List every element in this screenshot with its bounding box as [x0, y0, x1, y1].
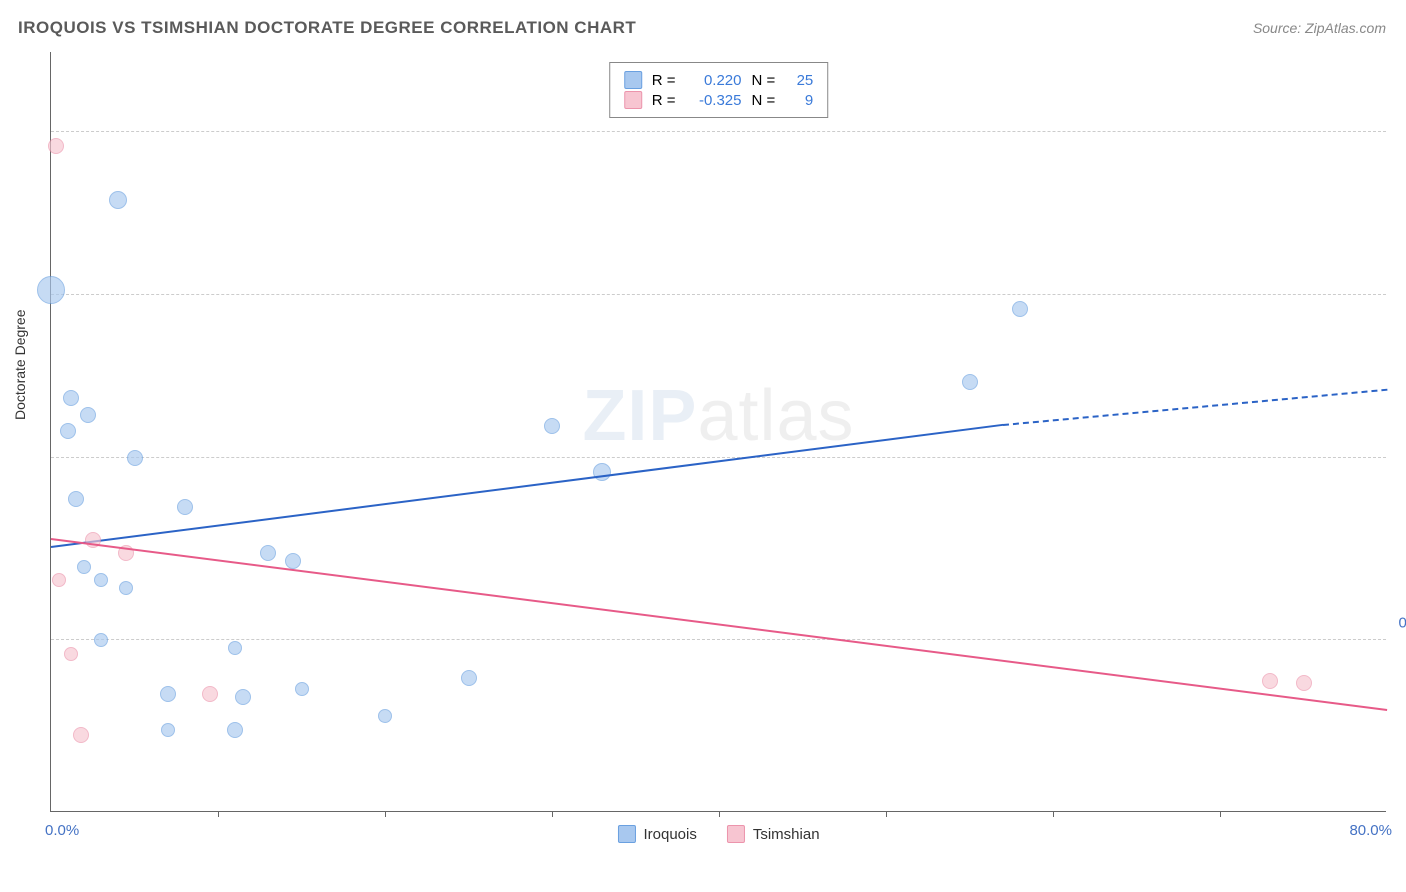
chart-plot-area: ZIPatlas R = 0.220 N = 25 R = -0.325 N =…: [50, 52, 1386, 812]
x-axis-min: 0.0%: [45, 822, 79, 839]
gridline: [51, 131, 1386, 132]
scatter-point-iroquois: [1012, 301, 1028, 317]
gridline: [51, 457, 1386, 458]
scatter-point-iroquois: [544, 418, 560, 434]
swatch-tsimshian: [727, 825, 745, 843]
series-name-iroquois: Iroquois: [643, 826, 696, 843]
scatter-point-iroquois: [77, 560, 91, 574]
source-attribution: Source: ZipAtlas.com: [1253, 20, 1386, 36]
scatter-point-iroquois: [37, 276, 65, 304]
trend-line-iroquois: [1003, 388, 1387, 425]
scatter-point-tsimshian: [64, 647, 78, 661]
swatch-tsimshian: [624, 91, 642, 109]
scatter-point-iroquois: [378, 709, 392, 723]
y-tick-label: 1.3%: [1393, 433, 1406, 450]
scatter-point-iroquois: [119, 581, 133, 595]
y-axis-label: Doctorate Degree: [12, 309, 28, 420]
scatter-point-iroquois: [461, 670, 477, 686]
x-tick: [1053, 811, 1054, 817]
scatter-point-iroquois: [177, 499, 193, 515]
scatter-point-tsimshian: [48, 138, 64, 154]
x-tick: [719, 811, 720, 817]
x-axis-max: 80.0%: [1349, 822, 1392, 839]
watermark-bold: ZIP: [582, 376, 697, 456]
series-legend: Iroquois Tsimshian: [617, 825, 819, 843]
scatter-point-iroquois: [962, 374, 978, 390]
gridline: [51, 294, 1386, 295]
correlation-legend: R = 0.220 N = 25 R = -0.325 N = 9: [609, 62, 829, 118]
legend-row-tsimshian: R = -0.325 N = 9: [624, 91, 814, 109]
scatter-point-tsimshian: [1296, 675, 1312, 691]
x-tick: [1220, 811, 1221, 817]
trend-line-iroquois: [51, 424, 1003, 548]
legend-item-iroquois: Iroquois: [617, 825, 696, 843]
scatter-point-iroquois: [80, 407, 96, 423]
scatter-point-iroquois: [68, 491, 84, 507]
swatch-iroquois: [624, 71, 642, 89]
scatter-point-iroquois: [160, 686, 176, 702]
legend-n-label: N =: [752, 92, 776, 109]
watermark-light: atlas: [697, 376, 854, 456]
x-tick: [218, 811, 219, 817]
legend-r-value-tsimshian: -0.325: [686, 92, 742, 109]
scatter-point-iroquois: [235, 689, 251, 705]
scatter-point-tsimshian: [73, 727, 89, 743]
legend-n-label: N =: [752, 72, 776, 89]
chart-title: IROQUOIS VS TSIMSHIAN DOCTORATE DEGREE C…: [18, 18, 636, 38]
legend-r-label: R =: [652, 72, 676, 89]
x-tick: [385, 811, 386, 817]
y-tick-label: 1.9%: [1393, 270, 1406, 287]
y-tick-label: 2.5%: [1393, 107, 1406, 124]
scatter-point-iroquois: [94, 633, 108, 647]
scatter-point-iroquois: [227, 722, 243, 738]
legend-row-iroquois: R = 0.220 N = 25: [624, 71, 814, 89]
legend-r-label: R =: [652, 92, 676, 109]
scatter-point-iroquois: [285, 553, 301, 569]
x-tick: [886, 811, 887, 817]
y-tick-label: 0.63%: [1393, 615, 1406, 632]
x-tick: [552, 811, 553, 817]
watermark: ZIPatlas: [582, 375, 854, 457]
legend-n-value-tsimshian: 9: [785, 92, 813, 109]
legend-n-value-iroquois: 25: [785, 72, 813, 89]
gridline: [51, 639, 1386, 640]
legend-item-tsimshian: Tsimshian: [727, 825, 820, 843]
trend-line-tsimshian: [51, 538, 1387, 711]
scatter-point-iroquois: [161, 723, 175, 737]
scatter-point-tsimshian: [1262, 673, 1278, 689]
scatter-point-tsimshian: [52, 573, 66, 587]
scatter-point-iroquois: [63, 390, 79, 406]
scatter-point-iroquois: [260, 545, 276, 561]
scatter-point-iroquois: [109, 191, 127, 209]
series-name-tsimshian: Tsimshian: [753, 826, 820, 843]
scatter-point-iroquois: [127, 450, 143, 466]
scatter-point-iroquois: [228, 641, 242, 655]
legend-r-value-iroquois: 0.220: [686, 72, 742, 89]
scatter-point-iroquois: [295, 682, 309, 696]
scatter-point-iroquois: [60, 423, 76, 439]
swatch-iroquois: [617, 825, 635, 843]
scatter-point-tsimshian: [202, 686, 218, 702]
scatter-point-iroquois: [94, 573, 108, 587]
